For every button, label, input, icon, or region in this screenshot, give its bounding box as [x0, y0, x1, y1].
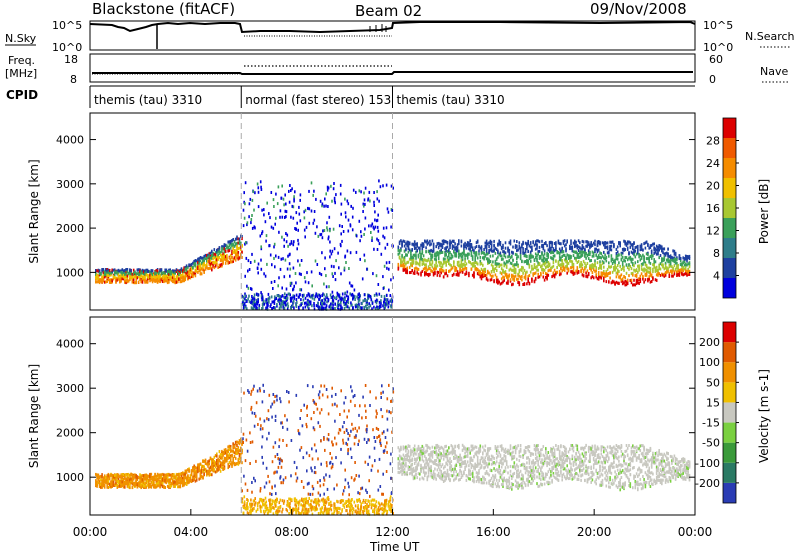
freq-tick-top: 18	[64, 53, 78, 66]
colorbar-frame	[722, 321, 737, 504]
colorbar-tick-label: 200	[699, 336, 720, 349]
freq-label-1: Freq.	[8, 54, 35, 67]
colorbar-swatch	[723, 258, 736, 278]
nsky-tick-bottom: 10^0	[52, 41, 82, 54]
colorbar-label: Velocity [m s-1]	[757, 369, 771, 463]
colorbar-swatch	[723, 138, 736, 158]
station-title: Blackstone (fitACF)	[92, 0, 235, 18]
y-tick-label: 1000	[56, 266, 84, 279]
y-tick-label: 2000	[56, 222, 84, 235]
colorbar-swatch	[723, 422, 736, 443]
x-tick-label: 04:00	[174, 525, 209, 539]
nsearch-tick-top: 10^5	[703, 19, 733, 32]
date-title: 09/Nov/2008	[590, 0, 687, 18]
colorbar-swatch	[723, 322, 736, 343]
nave-label: Nave	[760, 65, 788, 78]
freq-trace	[92, 65, 693, 75]
y-tick-label: 3000	[56, 178, 84, 191]
colorbar-tick-label: 100	[699, 356, 720, 369]
colorbar-swatch	[723, 462, 736, 483]
nsky-tick-top: 10^5	[52, 19, 82, 32]
colorbar-tick-label: 50	[706, 376, 720, 389]
cpid-label: CPID	[6, 88, 38, 102]
nave-tick-top: 60	[709, 53, 723, 66]
y-tick-label: 3000	[56, 382, 84, 395]
colorbar-swatch	[723, 158, 736, 178]
cpid-segment-label: themis (tau) 3310	[397, 93, 505, 107]
colorbar-tick-label: -50	[702, 437, 720, 450]
colorbar-label: Power [dB]	[757, 179, 771, 244]
freq-panel-frame	[89, 53, 696, 83]
colorbar-swatch	[723, 118, 736, 138]
colorbar-swatch	[723, 238, 736, 258]
colorbar-tick-label: -200	[695, 477, 720, 490]
colorbar-tick-label: 12	[706, 225, 720, 238]
colorbar-swatch	[723, 198, 736, 218]
nsky-panel-frame	[89, 20, 696, 51]
x-tick-label: 12:00	[375, 525, 410, 539]
beam-title: Beam 02	[355, 2, 422, 20]
velocity-data-cells	[95, 383, 691, 516]
nsearch-tick-bottom: 10^0	[703, 41, 733, 54]
colorbar-tick-label: 28	[706, 135, 720, 148]
colorbar-swatch	[723, 362, 736, 383]
x-tick-label: 08:00	[274, 525, 309, 539]
colorbar-swatch	[723, 382, 736, 403]
colorbar-tick-label: 16	[706, 202, 720, 215]
x-tick-label: 00:00	[678, 525, 713, 539]
nsearch-label: N.Search	[745, 30, 795, 43]
colorbar-tick-label: 8	[713, 247, 720, 260]
velocity-panel: 4000 3000 2000 1000 Slant Range [km] 200 100 50…	[27, 316, 771, 516]
colorbar-swatch	[723, 402, 736, 423]
y-tick-label: 4000	[56, 134, 84, 147]
y-tick-label: 4000	[56, 338, 84, 351]
colorbar-tick-label: 15	[706, 396, 720, 409]
nsky-trace	[89, 20, 696, 49]
colorbar-tick-label: 4	[713, 270, 720, 283]
colorbar-tick-label: 24	[706, 157, 720, 170]
y-tick-label: 1000	[56, 471, 84, 484]
power-data-cells	[95, 179, 691, 311]
colorbar-tick-label: -15	[702, 417, 720, 430]
colorbar-swatch	[723, 482, 736, 503]
x-tick-label: 16:00	[476, 525, 511, 539]
cpid-segment-label: normal (fast stereo) 153	[245, 93, 391, 107]
cpid-segments: themis (tau) 3310 normal (fast stereo) 15…	[89, 86, 505, 108]
y-axis-label: Slant Range [km]	[27, 364, 41, 468]
y-axis-label: Slant Range [km]	[27, 159, 41, 263]
freq-label-2: [MHz]	[5, 67, 37, 80]
freq-tick-bottom: 8	[70, 73, 77, 86]
nave-tick-bottom: 0	[709, 73, 716, 86]
colorbar-tick-label: 20	[706, 180, 720, 193]
x-tick-label: 20:00	[577, 525, 612, 539]
colorbar-swatch	[723, 218, 736, 238]
cpid-segment-label: themis (tau) 3310	[94, 93, 202, 107]
colorbar-swatch	[723, 342, 736, 363]
colorbar-swatch	[723, 278, 736, 298]
y-tick-label: 2000	[56, 427, 84, 440]
colorbar-tick-label: -100	[695, 457, 720, 470]
nsky-label: N.Sky	[5, 32, 37, 45]
power-panel: 4000 3000 2000 1000 Slant Range [km] 28 24 20 16…	[27, 112, 771, 311]
x-axis: 00:00 04:00 08:00 12:00 16:00 20:00 00:00	[73, 509, 713, 539]
x-tick-label: 00:00	[73, 525, 108, 539]
colorbar-swatch	[723, 442, 736, 463]
x-axis-label: Time UT	[369, 540, 420, 554]
colorbar-swatch	[723, 178, 736, 198]
